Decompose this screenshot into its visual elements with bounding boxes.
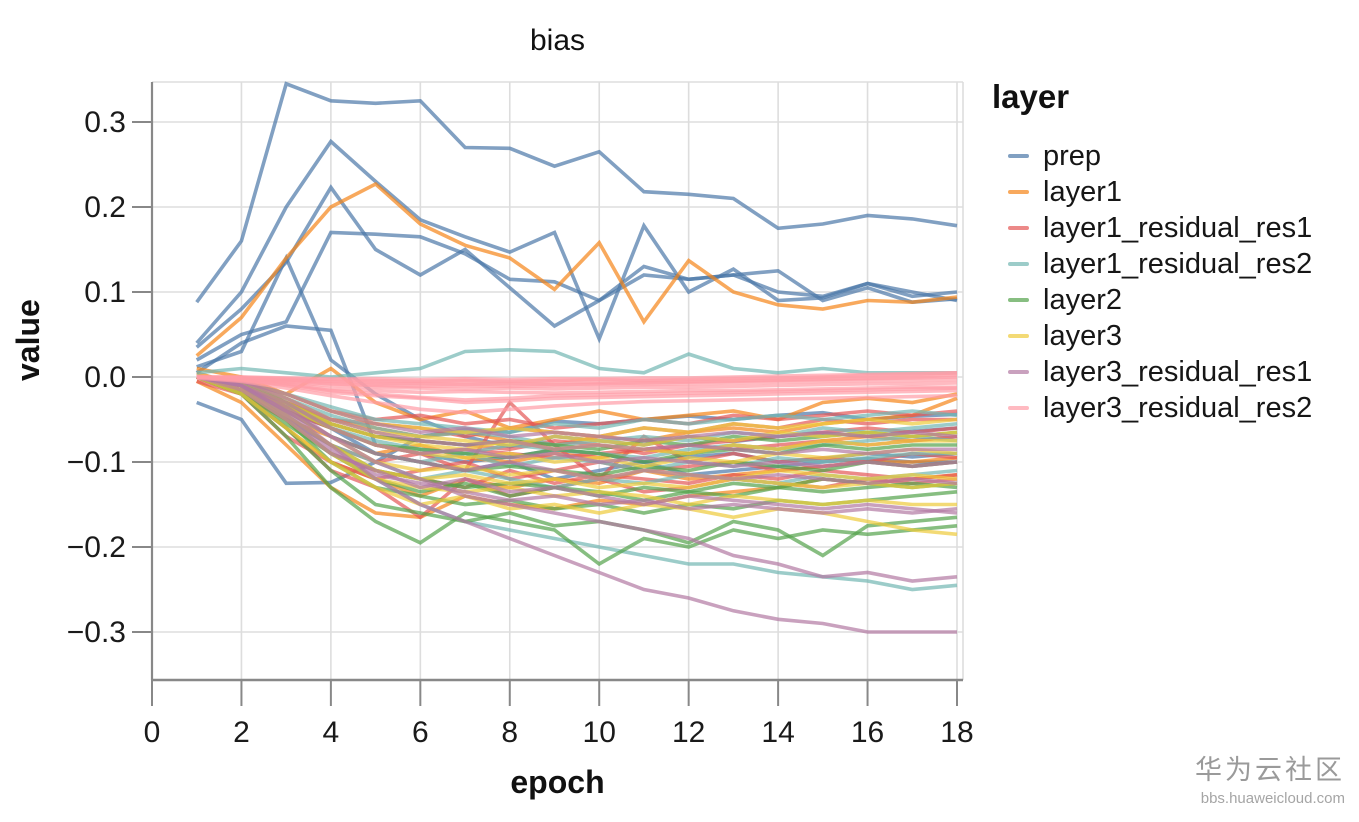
legend-item-label: layer2 bbox=[1043, 283, 1122, 316]
series-line-layer3_residual_res1 bbox=[196, 375, 958, 469]
y-tick-label: −0.3 bbox=[67, 616, 126, 649]
axes: 0 2 4 6 8 10 12 14 16 18 0.3 0.2 0.1 0.0 −0.1 −0.2 −0.3 bbox=[67, 82, 974, 749]
legend-item-layer3: layer3 bbox=[992, 318, 1312, 354]
series-line-layer3_residual_res2 bbox=[196, 376, 958, 415]
series-line-layer3_residual_res1 bbox=[196, 375, 957, 456]
legend-item-layer2: layer2 bbox=[992, 282, 1312, 318]
y-tick-label: 0.1 bbox=[84, 276, 126, 309]
x-tick-label: 6 bbox=[412, 716, 429, 749]
series-line-layer2 bbox=[196, 375, 958, 558]
series-line-layer3_residual_res1 bbox=[196, 375, 958, 443]
series-line-layer3_residual_res2 bbox=[196, 375, 958, 402]
x-tick-label: 0 bbox=[144, 716, 161, 749]
legend-swatch-icon bbox=[1008, 189, 1029, 195]
legend-swatch-icon bbox=[1008, 369, 1029, 375]
x-tick-label: 2 bbox=[233, 716, 250, 749]
y-tick-label: 0.0 bbox=[84, 361, 126, 394]
x-axis-title: epoch bbox=[510, 764, 605, 800]
series-line-layer2 bbox=[196, 375, 958, 567]
legend-item-label: layer3_residual_res2 bbox=[1043, 391, 1313, 424]
x-tick-label: 12 bbox=[672, 716, 705, 749]
series-line-layer3_residual_res1 bbox=[196, 375, 957, 634]
series-line-layer1 bbox=[195, 181, 958, 358]
x-tick-label: 18 bbox=[940, 716, 973, 749]
x-tick-label: 4 bbox=[323, 716, 340, 749]
legend-item-label: prep bbox=[1043, 139, 1102, 172]
series-line-layer3_residual_res1 bbox=[196, 375, 958, 486]
legend-item-layer3_residual_res2: layer3_residual_res2 bbox=[992, 390, 1312, 426]
x-tick-label: 14 bbox=[761, 716, 794, 749]
legend-swatch-icon bbox=[1008, 405, 1029, 411]
series-line-layer3_residual_res2 bbox=[196, 371, 958, 382]
watermark-url: bbs.huaweicloud.com bbox=[1200, 790, 1345, 807]
series-line-layer1_residual_res2 bbox=[196, 375, 958, 435]
series-line-prep bbox=[195, 184, 958, 349]
legend-swatch-icon bbox=[1008, 225, 1029, 231]
legend-item-layer1: layer1 bbox=[992, 174, 1312, 210]
series-line-layer1 bbox=[196, 366, 958, 430]
legend-title: layer bbox=[992, 78, 1070, 115]
legend: layer prep layer1 layer1_residual_res1 laye… bbox=[992, 78, 1312, 426]
x-tick-label: 10 bbox=[583, 716, 616, 749]
x-tick-label: 16 bbox=[851, 716, 884, 749]
y-tick-label: −0.2 bbox=[67, 531, 126, 564]
chart-title: bias bbox=[529, 24, 586, 57]
watermark: 华为云社区 bbs.huaweicloud.com bbox=[1195, 748, 1345, 807]
legend-item-prep: prep bbox=[992, 138, 1312, 174]
series-line-layer1_residual_res2 bbox=[196, 347, 957, 379]
series-lines bbox=[195, 81, 958, 634]
legend-item-layer1_residual_res2: layer1_residual_res2 bbox=[992, 246, 1312, 282]
legend-item-label: layer1_residual_res1 bbox=[1043, 211, 1313, 244]
legend-items: prep layer1 layer1_residual_res1 layer1_res… bbox=[992, 138, 1312, 426]
legend-swatch-icon bbox=[1008, 153, 1029, 159]
legend-item-label: layer1 bbox=[1043, 175, 1122, 208]
legend-item-label: layer1_residual_res2 bbox=[1043, 247, 1313, 280]
x-tick-label: 8 bbox=[501, 716, 518, 749]
legend-item-layer1_residual_res1: layer1_residual_res1 bbox=[992, 210, 1312, 246]
series-line-prep bbox=[195, 230, 958, 362]
legend-swatch-icon bbox=[1008, 333, 1029, 339]
series-line-layer3_residual_res2 bbox=[196, 375, 958, 389]
y-tick-label: 0.2 bbox=[84, 191, 126, 224]
series-line-prep bbox=[195, 81, 958, 304]
y-tick-label: −0.1 bbox=[67, 446, 126, 479]
watermark-text: 华为云社区 bbox=[1195, 755, 1345, 785]
series-line-layer3_residual_res1 bbox=[196, 375, 958, 515]
series-line-layer3_residual_res1 bbox=[196, 375, 958, 515]
legend-item-label: layer3 bbox=[1043, 319, 1122, 352]
y-tick-label: 0.3 bbox=[84, 106, 126, 139]
legend-item-label: layer3_residual_res1 bbox=[1043, 355, 1313, 388]
series-line-layer3_residual_res2 bbox=[196, 373, 958, 385]
legend-item-layer3_residual_res1: layer3_residual_res1 bbox=[992, 354, 1312, 390]
series-line-layer1_residual_res2 bbox=[196, 375, 958, 447]
series-line-layer3 bbox=[196, 375, 958, 537]
legend-swatch-icon bbox=[1008, 297, 1029, 303]
legend-swatch-icon bbox=[1008, 261, 1029, 267]
